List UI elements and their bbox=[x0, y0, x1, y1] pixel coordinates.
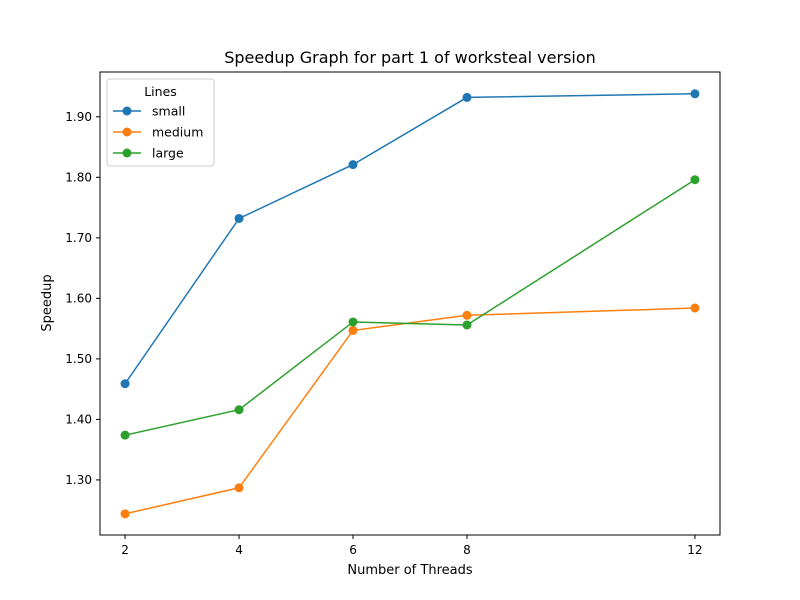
plot-area bbox=[120, 89, 700, 519]
y-tick-label: 1.50 bbox=[65, 352, 92, 366]
data-point-large bbox=[234, 405, 244, 415]
y-axis: 1.30 1.40 1.50 1.60 1.70 1.80 1.90 bbox=[65, 110, 100, 487]
legend-marker-medium bbox=[122, 127, 132, 137]
series-line-medium bbox=[124, 307, 695, 515]
data-point-large bbox=[348, 317, 358, 327]
y-tick-label: 1.40 bbox=[65, 412, 92, 426]
legend-box bbox=[106, 78, 215, 167]
legend-marker-small bbox=[122, 106, 132, 116]
legend-label-small: small bbox=[152, 104, 185, 119]
data-point-small bbox=[462, 92, 472, 102]
data-point-medium bbox=[234, 483, 244, 493]
series-line-large bbox=[124, 179, 696, 436]
legend: Lines small medium large bbox=[106, 78, 215, 167]
y-tick-label: 1.80 bbox=[65, 170, 92, 184]
data-point-medium bbox=[348, 325, 358, 335]
data-point-medium bbox=[462, 310, 472, 320]
y-tick-label: 1.60 bbox=[65, 291, 92, 305]
data-point-small bbox=[690, 89, 700, 99]
legend-marker-large bbox=[122, 148, 132, 158]
data-point-large bbox=[462, 320, 472, 330]
y-axis-label: Speedup bbox=[40, 274, 55, 331]
x-axis: 2 4 6 8 12 bbox=[121, 535, 703, 557]
x-tick-label: 6 bbox=[349, 543, 357, 557]
x-tick-label: 12 bbox=[687, 543, 702, 557]
x-axis-label: Number of Threads bbox=[347, 563, 472, 578]
y-tick-label: 1.70 bbox=[65, 231, 92, 245]
data-point-medium bbox=[120, 509, 130, 519]
chart-title: Speedup Graph for part 1 of worksteal ve… bbox=[224, 48, 596, 67]
legend-items: small medium large bbox=[113, 104, 203, 161]
data-point-small bbox=[234, 213, 244, 223]
data-point-medium bbox=[690, 303, 700, 313]
legend-label-medium: medium bbox=[152, 125, 203, 140]
x-tick-label: 2 bbox=[121, 543, 129, 557]
y-tick-label: 1.90 bbox=[65, 110, 92, 124]
legend-title: Lines bbox=[144, 84, 177, 99]
legend-label-large: large bbox=[152, 146, 184, 161]
data-point-small bbox=[348, 160, 358, 170]
x-tick-label: 4 bbox=[235, 543, 243, 557]
data-point-large bbox=[690, 175, 700, 185]
data-point-small bbox=[120, 379, 130, 389]
plot-frame bbox=[99, 71, 721, 536]
data-point-large bbox=[120, 430, 130, 440]
y-tick-label: 1.30 bbox=[65, 473, 92, 487]
x-tick-label: 8 bbox=[463, 543, 471, 557]
